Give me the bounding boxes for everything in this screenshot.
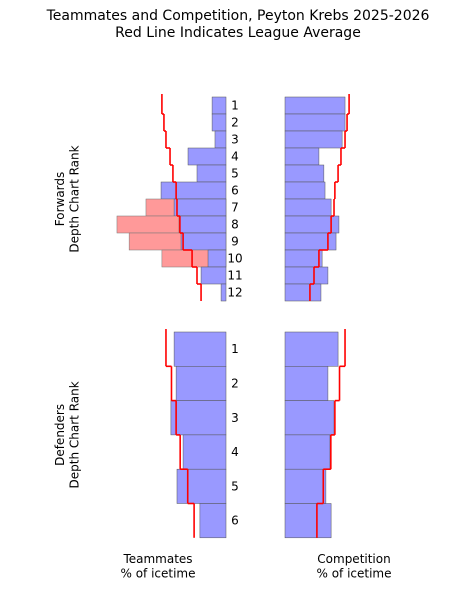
competition-bar [284,434,331,470]
rank-label: 6 [231,184,239,198]
teammates-bar [175,366,227,401]
rank-label: 3 [231,411,239,425]
rank-label: 7 [231,201,239,215]
teammates-bar [178,215,227,234]
teammates-bar [160,181,227,200]
teammates-bar [214,130,227,149]
rank-label: 2 [231,116,239,130]
competition-bar [284,164,325,183]
competition-bar [284,266,329,285]
rank-label: 2 [231,376,239,390]
rank-label: 4 [231,445,239,459]
competition-bar [284,147,320,166]
rank-label: 1 [231,99,239,113]
teammates-bar [211,113,227,132]
rank-label: 11 [227,269,242,283]
teammates-bar [176,468,227,504]
rank-label: 6 [231,514,239,528]
rank-label: 9 [231,235,239,249]
teammates-bar [211,96,227,115]
competition-bar [284,331,339,367]
teammates-bar [196,164,227,183]
teammates-bar [173,331,227,367]
competition-bar [284,366,329,401]
chart-title: Teammates and Competition, Peyton Krebs … [46,8,430,41]
teammates-bar [182,434,227,470]
competition-bar [284,503,332,539]
teammates-bar [173,198,227,217]
teammates-bar [220,283,227,302]
rank-label: 12 [227,286,242,300]
teammates-bar [200,266,227,285]
rank-label: 3 [231,133,239,147]
teammates-bar [207,249,227,268]
teammates-bar [199,503,227,539]
rank-label: 5 [231,167,239,181]
y-axis-label: DefendersDepth Chart Rank [53,381,81,488]
competition-bar [284,130,343,149]
rank-label: 5 [231,479,239,493]
competition-bar [284,96,346,115]
x-axis-label: Competition% of icetime [316,552,391,580]
competition-bar [284,181,326,200]
rank-label: 1 [231,342,239,356]
teammates-bar [187,147,227,166]
competition-bar [284,400,335,436]
competition-bar [284,283,322,302]
rank-label: 10 [227,252,242,266]
teammates-bar [170,400,227,436]
y-axis-label: ForwardsDepth Chart Rank [53,145,81,252]
competition-bar [284,249,323,268]
rank-label: 4 [231,150,239,164]
competition-bar [284,468,327,504]
competition-bar [284,113,346,132]
x-axis-label: Teammates% of icetime [120,552,195,580]
rank-label: 8 [231,218,239,232]
teammates-bar [180,232,227,251]
competition-bar [284,198,332,217]
